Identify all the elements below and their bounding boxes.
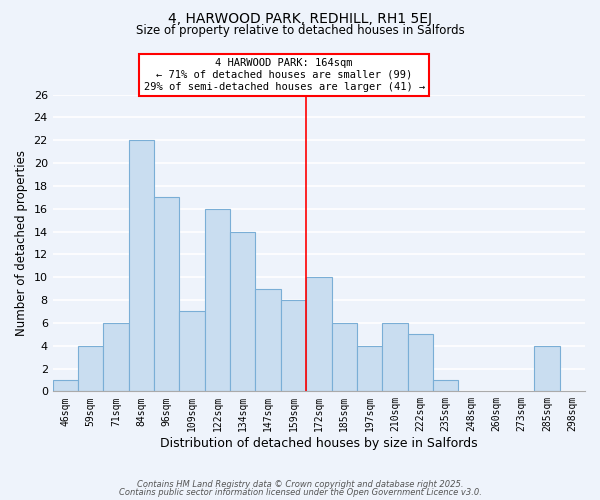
Text: Size of property relative to detached houses in Salfords: Size of property relative to detached ho… xyxy=(136,24,464,37)
Bar xyxy=(205,208,230,392)
Bar xyxy=(78,346,103,392)
Bar xyxy=(382,323,407,392)
Text: 4, HARWOOD PARK, REDHILL, RH1 5EJ: 4, HARWOOD PARK, REDHILL, RH1 5EJ xyxy=(168,12,432,26)
Bar xyxy=(154,198,179,392)
Bar xyxy=(281,300,306,392)
Bar xyxy=(306,277,332,392)
Bar xyxy=(103,323,129,392)
Text: 4 HARWOOD PARK: 164sqm
← 71% of detached houses are smaller (99)
29% of semi-det: 4 HARWOOD PARK: 164sqm ← 71% of detached… xyxy=(143,58,425,92)
Bar xyxy=(433,380,458,392)
Y-axis label: Number of detached properties: Number of detached properties xyxy=(15,150,28,336)
Text: Contains HM Land Registry data © Crown copyright and database right 2025.: Contains HM Land Registry data © Crown c… xyxy=(137,480,463,489)
Text: Contains public sector information licensed under the Open Government Licence v3: Contains public sector information licen… xyxy=(119,488,481,497)
Bar xyxy=(256,288,281,392)
Bar xyxy=(332,323,357,392)
Bar xyxy=(179,312,205,392)
Bar xyxy=(535,346,560,392)
Bar xyxy=(357,346,382,392)
Bar xyxy=(129,140,154,392)
X-axis label: Distribution of detached houses by size in Salfords: Distribution of detached houses by size … xyxy=(160,437,478,450)
Bar xyxy=(230,232,256,392)
Bar xyxy=(407,334,433,392)
Bar xyxy=(53,380,78,392)
